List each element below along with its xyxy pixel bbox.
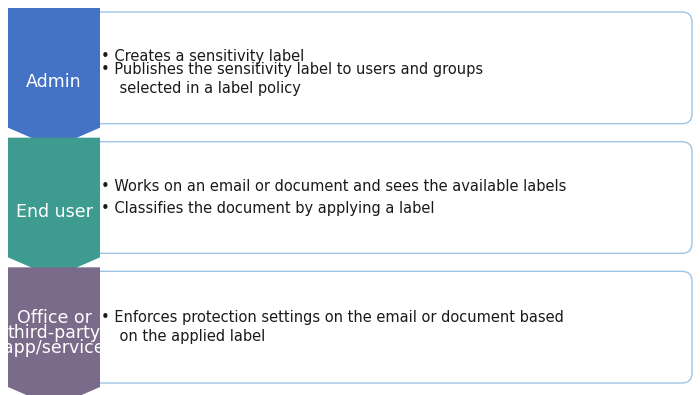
Text: • Works on an email or document and sees the available labels: • Works on an email or document and sees…	[101, 179, 566, 194]
Polygon shape	[8, 267, 100, 395]
Text: End user: End user	[15, 203, 92, 221]
FancyBboxPatch shape	[85, 142, 692, 253]
Polygon shape	[8, 8, 100, 148]
Text: • Creates a sensitivity label: • Creates a sensitivity label	[101, 49, 304, 64]
Polygon shape	[8, 138, 100, 277]
Text: Admin: Admin	[26, 73, 82, 91]
Text: • Classifies the document by applying a label: • Classifies the document by applying a …	[101, 201, 435, 216]
Text: app/service: app/service	[4, 339, 105, 357]
Text: • Publishes the sensitivity label to users and groups
    selected in a label po: • Publishes the sensitivity label to use…	[101, 62, 483, 96]
FancyBboxPatch shape	[85, 12, 692, 124]
FancyBboxPatch shape	[85, 271, 692, 383]
Text: third-party: third-party	[8, 324, 101, 342]
Text: • Enforces protection settings on the email or document based
    on the applied: • Enforces protection settings on the em…	[101, 310, 564, 344]
Text: Office or: Office or	[17, 309, 92, 327]
